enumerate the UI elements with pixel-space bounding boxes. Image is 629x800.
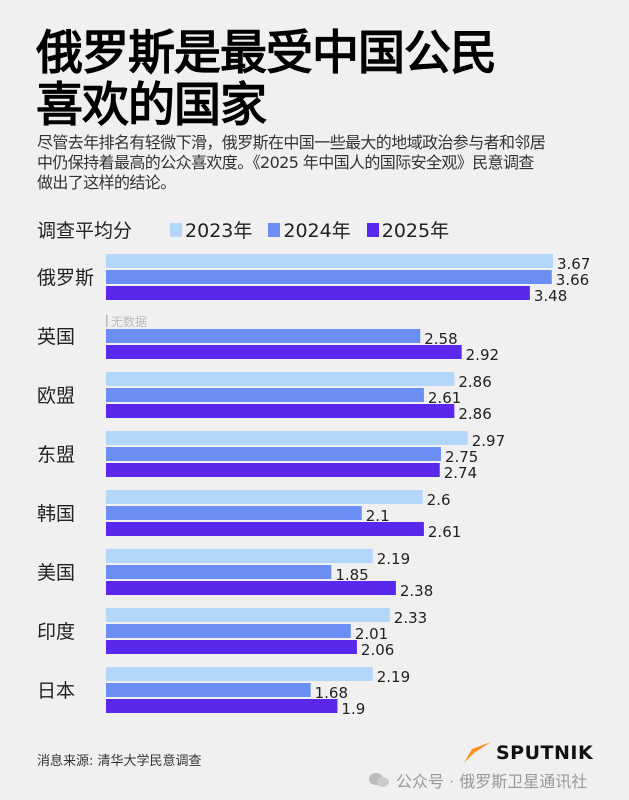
data-label: 2.33	[394, 609, 427, 627]
bar	[106, 270, 552, 284]
legend: 调查平均分 2023年 2024年 2025年	[37, 216, 449, 243]
sputnik-logo: SPUTNIK	[462, 741, 593, 765]
legend-swatch	[366, 222, 379, 237]
data-label: 2.19	[377, 550, 410, 568]
bar	[106, 345, 462, 359]
data-label: 3.48	[534, 287, 567, 305]
category-label: 印度	[37, 621, 75, 643]
data-label: 1.68	[315, 684, 348, 702]
data-label: 2.1	[366, 507, 390, 525]
missing-label: 无数据	[111, 314, 147, 329]
data-label: 2.75	[445, 448, 478, 466]
category-label: 英国	[37, 326, 75, 348]
bar	[106, 388, 424, 402]
source-note: 消息来源: 清华大学民意调查	[37, 754, 202, 769]
legend-label: 2025年	[381, 220, 450, 242]
bar	[106, 506, 362, 520]
data-label: 2.06	[361, 641, 394, 659]
data-label: 2.38	[400, 582, 433, 600]
data-label: 2.74	[444, 464, 477, 482]
missing-marker	[106, 315, 108, 327]
bar	[106, 640, 357, 654]
bar	[106, 608, 390, 622]
bar	[106, 490, 423, 504]
legend-item-2024: 2024年	[268, 216, 351, 243]
bar	[106, 404, 455, 418]
data-label: 2.58	[424, 330, 457, 348]
description-line: 做出了这样的结论。	[37, 173, 176, 192]
watermark-text: 公众号 · 俄罗斯卫星通讯社	[396, 772, 588, 791]
description: 尽管去年排名有轻微下滑，俄罗斯在中国一些最大的地域政治参与者和邻居 中仍保持着最…	[37, 133, 546, 193]
bar	[106, 463, 440, 477]
wechat-icon	[369, 773, 389, 787]
data-label: 1.9	[341, 700, 365, 718]
bar	[106, 549, 373, 563]
bar	[106, 581, 396, 595]
category-label: 欧盟	[37, 385, 75, 407]
data-label: 3.67	[557, 255, 590, 273]
axis-label: 调查平均分	[37, 220, 133, 242]
legend-label: 2024年	[283, 220, 351, 242]
bar	[106, 372, 455, 386]
category-label: 东盟	[37, 444, 75, 466]
legend-swatch	[268, 222, 281, 237]
bar	[106, 329, 421, 343]
category-label: 俄罗斯	[37, 267, 94, 289]
title-line-1: 俄罗斯是最受中国公民	[36, 26, 497, 81]
data-label: 2.61	[428, 389, 461, 407]
legend-swatch	[170, 222, 183, 237]
category-label: 韩国	[37, 503, 75, 525]
data-label: 2.01	[355, 625, 388, 643]
legend-item-2023: 2023年	[170, 216, 252, 243]
bar	[106, 667, 373, 681]
bar	[106, 522, 424, 536]
watermark: 公众号 · 俄罗斯卫星通讯社	[368, 768, 587, 792]
bar-chart: 俄罗斯3.673.663.48英国无数据2.582.92欧盟2.862.612.…	[37, 254, 590, 718]
description-line: 中仍保持着最高的公众喜欢度。《2025 年中国人的国际安全观》民意调查	[37, 153, 534, 172]
data-label: 2.97	[472, 432, 505, 450]
data-label: 2.6	[427, 491, 451, 509]
data-label: 3.66	[556, 271, 589, 289]
data-label: 1.85	[335, 566, 368, 584]
bar	[106, 431, 468, 445]
category-label: 美国	[37, 562, 75, 584]
bar	[106, 699, 338, 713]
bar	[106, 624, 351, 638]
category-label: 日本	[37, 680, 75, 702]
page-title: 俄罗斯是最受中国公民 喜欢的国家	[36, 26, 497, 133]
description-line: 尽管去年排名有轻微下滑，俄罗斯在中国一些最大的地域政治参与者和邻居	[37, 133, 546, 152]
title-line-2: 喜欢的国家	[36, 78, 267, 133]
bar	[106, 254, 554, 268]
bar	[106, 286, 530, 300]
legend-label: 2023年	[185, 220, 253, 242]
legend-item-2025: 2025年	[366, 216, 450, 243]
sputnik-logo-icon	[464, 742, 491, 763]
data-label: 2.92	[466, 346, 499, 364]
bar	[106, 683, 311, 697]
data-label: 2.86	[458, 405, 491, 423]
bar	[106, 565, 332, 579]
data-label: 2.61	[428, 523, 461, 541]
bar	[106, 447, 441, 461]
data-label: 2.86	[458, 373, 491, 391]
logo-text: SPUTNIK	[496, 742, 594, 764]
data-label: 2.19	[377, 668, 410, 686]
